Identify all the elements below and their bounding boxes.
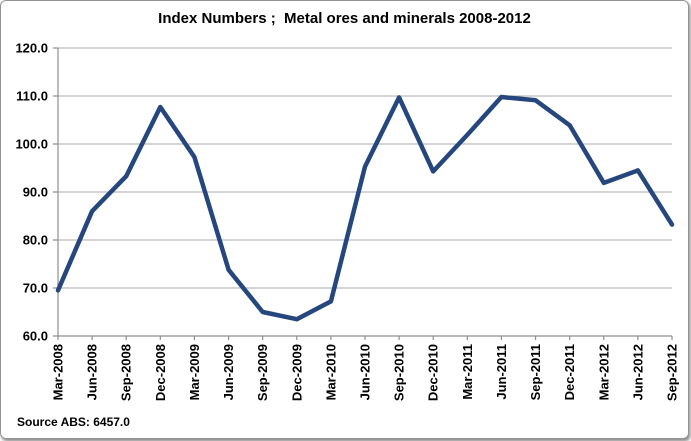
chart-title: Index Numbers ; Metal ores and minerals … [158, 10, 531, 27]
source-note: Source ABS: 6457.0 [17, 415, 130, 429]
x-tick-label: Sep-2011 [528, 344, 543, 400]
x-tick-label: Mar-2011 [460, 344, 475, 400]
x-tick-label: Jun-2009 [221, 344, 236, 400]
x-tick-label: Mar-2010 [323, 344, 338, 400]
x-tick-label: Dec-2008 [153, 344, 168, 401]
y-tick-label: 120.0 [15, 41, 48, 56]
x-tick-label: Sep-2012 [665, 344, 680, 401]
y-tick-label: 70.0 [23, 281, 48, 296]
x-tick-label: Sep-2008 [119, 344, 134, 401]
x-tick-label: Jun-2008 [85, 344, 100, 400]
y-tick-label: 80.0 [23, 233, 48, 248]
y-tick-label: 110.0 [16, 89, 48, 104]
data-line-metal-ores-and-minerals [55, 94, 675, 322]
x-tick-label: Sep-2009 [255, 344, 270, 401]
x-tick-label: Dec-2010 [426, 344, 441, 401]
x-tick-label: Sep-2010 [392, 344, 407, 401]
x-tick-label: Dec-2009 [289, 344, 304, 401]
x-tick-label: Jun-2010 [358, 344, 373, 400]
y-tick-label: 100.0 [15, 137, 48, 152]
x-tick-label: Mar-2008 [51, 344, 66, 400]
x-tick-label: Jun-2012 [630, 344, 645, 400]
y-tick-label: 90.0 [23, 185, 48, 200]
y-tick-label: 60.0 [23, 329, 48, 344]
x-tick-label: Mar-2009 [187, 344, 202, 400]
x-tick-label: Dec-2011 [562, 344, 577, 400]
x-tick-label: Mar-2012 [596, 344, 611, 400]
x-tick-label: Jun-2011 [494, 344, 509, 400]
